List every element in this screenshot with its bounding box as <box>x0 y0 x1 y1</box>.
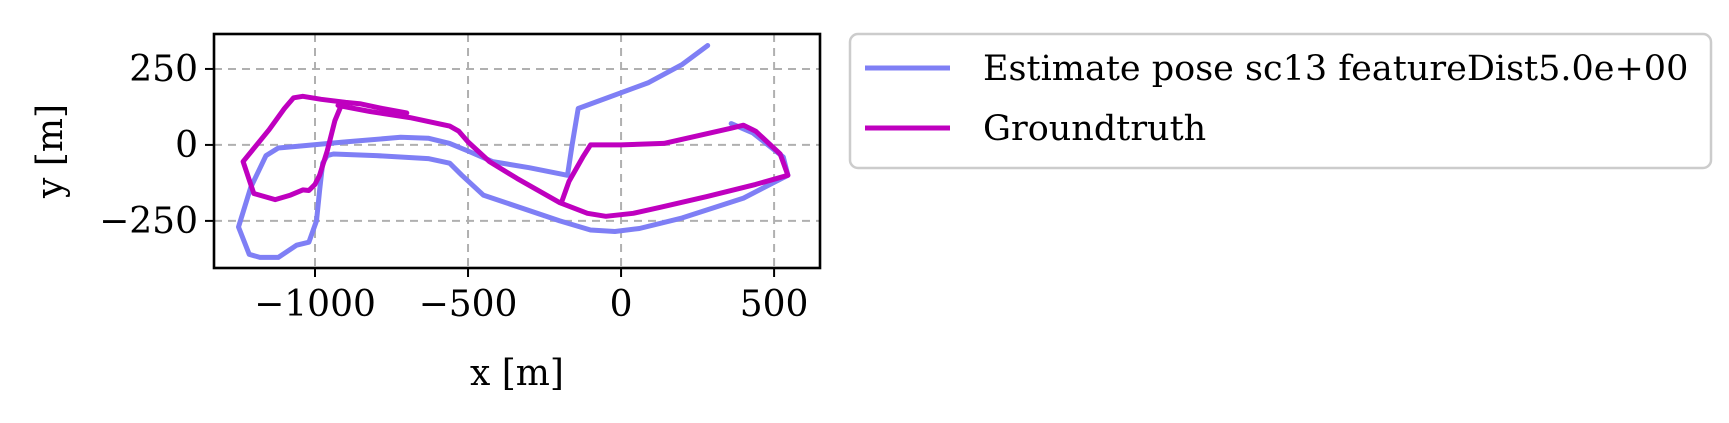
axis-ticks: −1000 −500 0 500 −250 0 250 <box>99 49 808 325</box>
x-tick-label: −500 <box>419 284 518 325</box>
x-axis-label: x [m] <box>470 353 564 394</box>
series-line-estimate <box>236 43 791 260</box>
y-tick-label: 0 <box>175 125 198 166</box>
y-tick-label: 250 <box>129 49 198 90</box>
x-tick-label: 500 <box>740 284 809 325</box>
legend-label-groundtruth: Groundtruth <box>983 109 1206 149</box>
x-tick-label: 0 <box>610 284 633 325</box>
legend-label-estimate: Estimate pose sc13 featureDist5.0e+00 <box>983 49 1688 89</box>
y-tick-label: −250 <box>99 201 198 242</box>
series-line-groundtruth <box>335 102 791 219</box>
series-lines <box>236 43 791 260</box>
plot-frame <box>212 32 822 270</box>
series-line-groundtruth <box>240 93 410 203</box>
legend: Estimate pose sc13 featureDist5.0e+00 Gr… <box>848 32 1713 170</box>
y-axis-label: y [m] <box>30 104 71 199</box>
x-tick-label: −1000 <box>254 284 376 325</box>
legend-box <box>848 32 1713 170</box>
grid-lines <box>214 34 820 268</box>
